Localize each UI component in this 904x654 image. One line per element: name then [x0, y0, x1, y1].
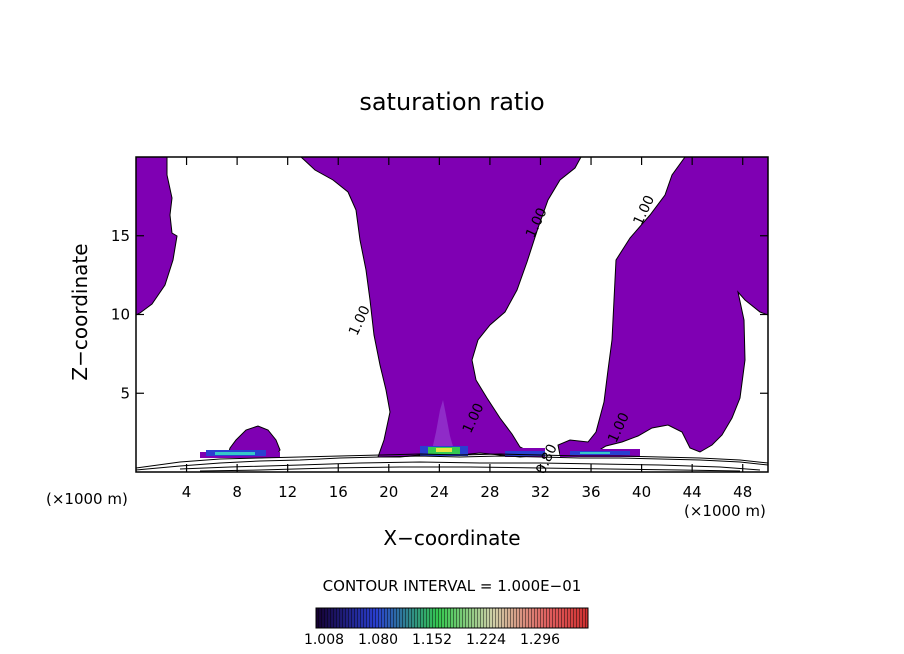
chart-title: saturation ratio	[359, 88, 545, 116]
x-tick-label: 40	[632, 483, 651, 501]
cloud-base-patches	[206, 446, 630, 456]
x-tick-label: 32	[531, 483, 550, 501]
x-tick-label: 16	[329, 483, 348, 501]
colorbar-tick-label: 1.152	[411, 632, 453, 648]
contour-interval-text: CONTOUR INTERVAL = 1.000E−01	[322, 577, 582, 595]
contour-line-4	[199, 466, 741, 472]
colorbar-tick-label: 1.008	[303, 632, 345, 648]
x-tick-label: 48	[733, 483, 752, 501]
contour-label: 1.00	[346, 303, 374, 338]
patch-2	[215, 452, 255, 455]
x-tick-label: 24	[430, 483, 449, 501]
cloud-tower-lavender	[432, 400, 454, 450]
colorbar-stripes	[316, 608, 588, 628]
contour-line-3	[179, 461, 761, 471]
x-unit-label-left: (×1000 m)	[46, 490, 128, 508]
colorbar-tick-label: 1.080	[357, 632, 399, 648]
colorbar-tick-label: 1.224	[465, 632, 507, 648]
patch-5	[436, 448, 452, 452]
x-tick-label: 12	[278, 483, 297, 501]
y-tick-label: 10	[111, 306, 130, 324]
region-right	[557, 157, 768, 456]
x-unit-label-right: (×1000 m)	[684, 502, 766, 520]
saturation-regions	[136, 157, 768, 459]
colorbar-frame	[315, 607, 589, 629]
colorbar-tick-label: 1.296	[519, 632, 561, 648]
x-tick-label: 8	[232, 483, 242, 501]
y-tick-label: 5	[120, 384, 130, 402]
x-ticks: 4 8 12 16 20 24 28 32 36 40 44 48	[182, 157, 752, 501]
patch-6	[505, 451, 545, 456]
x-tick-label: 44	[683, 483, 702, 501]
y-tick-label: 15	[111, 227, 130, 245]
y-ticks: 5 10 15	[111, 227, 768, 402]
contour-line-1	[136, 455, 768, 471]
x-tick-label: 28	[480, 483, 499, 501]
x-tick-label: 4	[182, 483, 192, 501]
patch-8	[580, 452, 610, 454]
x-tick-label: 20	[379, 483, 398, 501]
region-left-top	[136, 157, 178, 316]
y-axis-label: Z−coordinate	[68, 243, 92, 381]
contour-line-2	[136, 453, 768, 469]
ground-contours	[136, 453, 768, 472]
x-axis-label: X−coordinate	[383, 526, 521, 550]
x-tick-label: 36	[581, 483, 600, 501]
